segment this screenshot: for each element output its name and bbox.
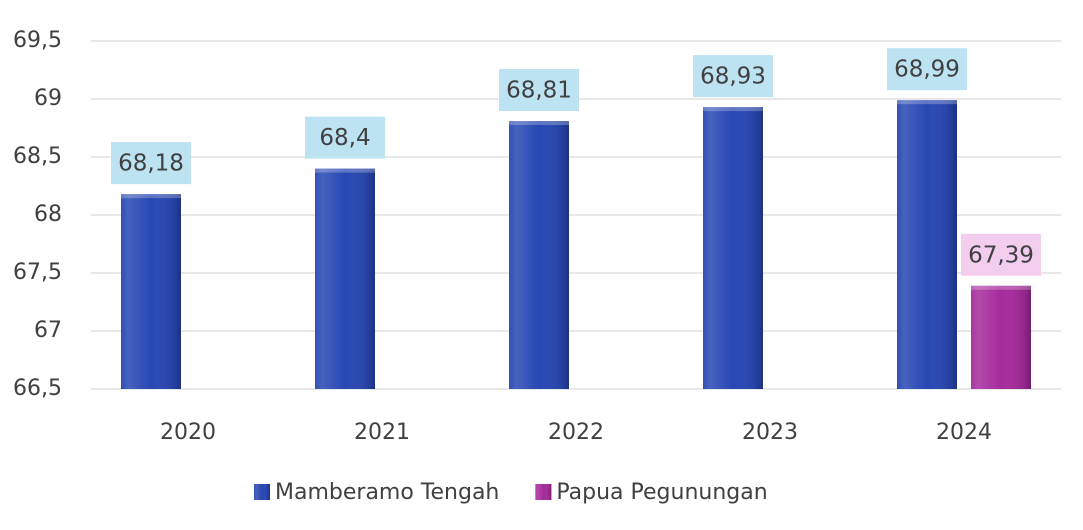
- bar-bevel: [897, 100, 957, 105]
- x-tick-label: 2021: [354, 420, 410, 445]
- y-tick-label: 66,5: [13, 376, 62, 401]
- value-label-box: [305, 116, 385, 159]
- value-label-box: [887, 48, 967, 91]
- value-label: 67,39: [968, 242, 1034, 268]
- bar-shine: [509, 121, 569, 389]
- bar-shine: [971, 285, 1031, 389]
- x-tick-label: 2020: [160, 420, 216, 445]
- y-tick-label: 68: [34, 202, 62, 227]
- value-label: 68,93: [700, 64, 766, 90]
- y-tick-label: 67,5: [13, 260, 62, 285]
- bar-shine: [315, 168, 375, 389]
- y-tick-label: 69,5: [13, 28, 62, 53]
- bar-bevel: [315, 168, 375, 173]
- legend-label: Mamberamo Tengah: [275, 480, 499, 505]
- value-label-box: [961, 233, 1041, 276]
- bar-bevel: [121, 194, 181, 199]
- legend-swatch-shine: [254, 484, 270, 500]
- x-tick-label: 2022: [548, 420, 604, 445]
- value-label: 68,18: [118, 151, 184, 177]
- y-tick-label: 68,5: [13, 144, 62, 169]
- value-label: 68,81: [506, 78, 572, 104]
- legend-label: Papua Pegunungan: [556, 480, 767, 505]
- value-label: 68,4: [319, 125, 370, 151]
- bar-shine: [121, 194, 181, 389]
- legend-swatch-shine: [535, 484, 552, 500]
- x-tick-label: 2023: [742, 420, 798, 445]
- value-label: 68,99: [894, 57, 960, 83]
- y-tick-label: 69: [34, 86, 62, 111]
- x-tick-label: 2024: [936, 420, 992, 445]
- bar-bevel: [509, 121, 569, 126]
- bar-bevel: [971, 285, 1031, 290]
- bar-shine: [703, 107, 763, 390]
- bar-bevel: [703, 107, 763, 112]
- value-label-box: [499, 69, 579, 112]
- value-label-box: [111, 142, 191, 185]
- bar-shine: [897, 100, 957, 389]
- y-tick-label: 67: [34, 318, 62, 343]
- value-label-box: [693, 55, 773, 98]
